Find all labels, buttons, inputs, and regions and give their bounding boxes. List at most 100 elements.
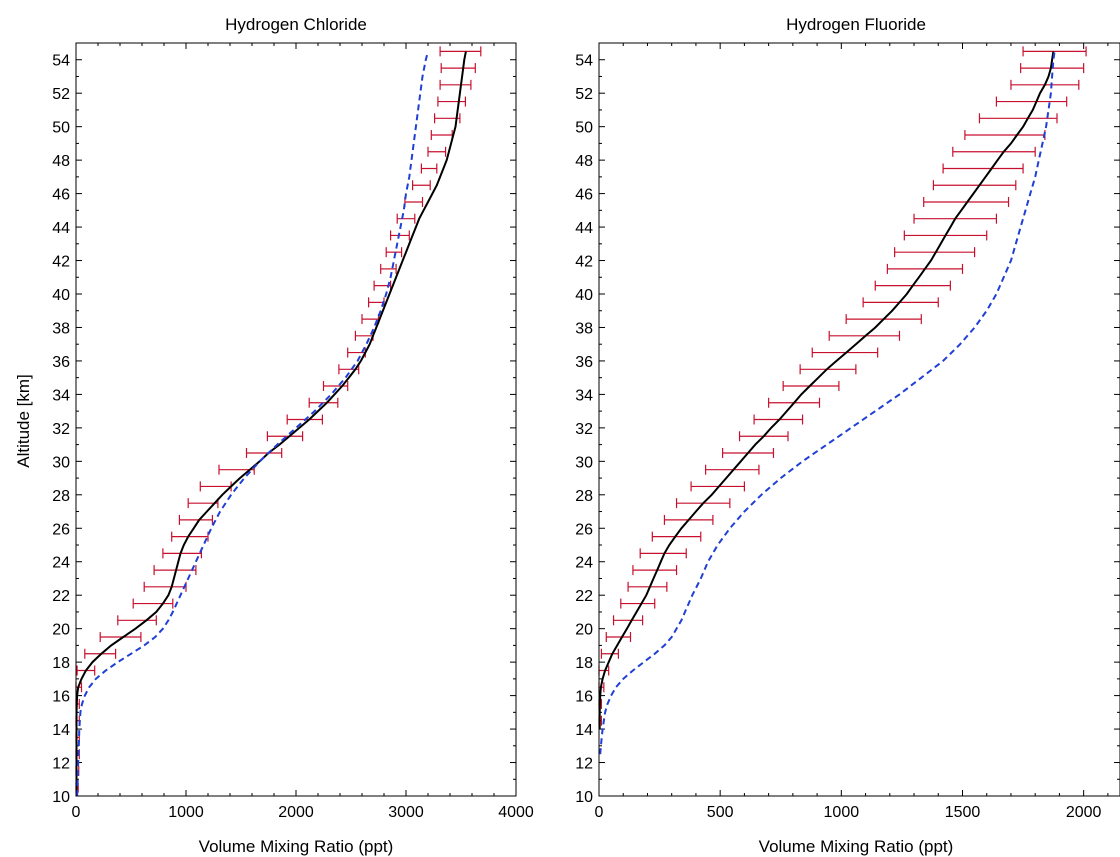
hf-error-bar [632,565,678,576]
hf-y-tick-label: 46 [575,187,593,204]
hcl-x-tick-label: 3000 [388,804,424,821]
hcl-y-tick-label: 10 [52,789,70,806]
hcl-error-bar [385,247,403,258]
hf-error-bar [639,548,687,559]
hf-error-bar [651,531,702,542]
hf-ticks: 10 12 14 16 18 20 22 24 26 28 30 32 34 36 38 40 42 44 46 48… [575,42,1120,821]
hf-panel: Hydrogen Fluoride Volume Mixing Ratio (p… [575,15,1120,856]
hcl-ticks: 10 12 14 16 18 20 22 24 26 28 30 32 34 36 38 40 42 44 46 48… [52,42,534,821]
hcl-x-tick-label: 4000 [498,804,534,821]
hcl-y-tick-label: 22 [52,588,70,605]
hcl-error-bar [420,163,438,174]
hf-chart-title: Hydrogen Fluoride [786,15,926,34]
hcl-y-tick-label: 44 [52,220,70,237]
hcl-panel: Hydrogen Chloride Volume Mixing Ratio (p… [14,15,534,856]
hcl-y-tick-label: 36 [52,354,70,371]
hcl-y-tick-label: 34 [52,387,70,404]
hf-error-bar [978,113,1058,124]
hcl-y-tick-label: 16 [52,689,70,706]
hf-plot-frame [598,42,1120,797]
hf-y-tick-label: 26 [575,521,593,538]
hcl-y-tick-label: 46 [52,187,70,204]
hf-x-tick-label: 500 [707,804,734,821]
hf-error-bar [605,632,632,643]
hf-y-tick-label: 20 [575,622,593,639]
hcl-error-bar [245,447,283,458]
hcl-error-bar [404,196,424,207]
hf-y-tick-label: 30 [575,454,593,471]
hcl-x-axis-label: Volume Mixing Ratio (ppt) [199,837,394,856]
hf-y-tick-label: 48 [575,153,593,170]
hf-error-bar [600,648,619,659]
hcl-error-bar [266,431,304,442]
hf-solid-series-line [598,51,1055,730]
hf-y-tick-label: 54 [575,53,593,70]
hf-x-axis-label: Volume Mixing Ratio (ppt) [759,837,954,856]
hcl-y-tick-label: 38 [52,320,70,337]
hf-dashed-series-line [599,51,1056,755]
hcl-error-bar [396,213,416,224]
hcl-error-bar [437,96,466,107]
hcl-y-tick-label: 52 [52,86,70,103]
hf-y-tick-label: 16 [575,689,593,706]
hcl-y-tick-label: 18 [52,655,70,672]
hf-error-bars [598,46,1087,726]
hcl-error-bar [380,263,397,274]
hf-y-tick-label: 22 [575,588,593,605]
hcl-error-bar [354,330,374,341]
hcl-y-tick-label: 50 [52,120,70,137]
hcl-solid-series-line [75,51,467,796]
hcl-error-bar [132,598,174,609]
hcl-plot-frame [75,42,517,797]
hcl-y-tick-label: 40 [52,287,70,304]
hf-y-tick-label: 10 [575,789,593,806]
hf-y-tick-label: 44 [575,220,593,237]
hf-y-tick-label: 42 [575,254,593,271]
hf-y-tick-label: 24 [575,555,593,572]
hcl-y-tick-label: 32 [52,421,70,438]
hf-error-bar [612,615,644,626]
hcl-error-bar [440,63,476,74]
hcl-y-tick-label: 24 [52,555,70,572]
hf-x-tick-label: 1000 [824,804,860,821]
hf-error-bar [942,163,1024,174]
hf-y-tick-label: 52 [575,86,593,103]
hcl-error-bar [117,615,157,626]
hf-x-tick-label: 1500 [945,804,981,821]
hcl-lines [75,51,467,797]
hcl-y-axis-label: Altitude [km] [14,374,33,468]
hcl-error-bar [308,397,339,408]
hcl-chart-title: Hydrogen Chloride [225,15,367,34]
hcl-error-bar [99,632,142,643]
hf-x-tick-label: 2000 [1066,804,1102,821]
hcl-error-bar [412,180,431,191]
hcl-y-tick-label: 12 [52,756,70,773]
hf-error-bar [894,247,976,258]
hcl-y-tick-label: 26 [52,521,70,538]
hf-y-tick-label: 18 [575,655,593,672]
hf-error-bar [952,146,1036,157]
hcl-y-tick-label: 20 [52,622,70,639]
hf-error-bar [964,130,1046,141]
hf-y-tick-label: 12 [575,756,593,773]
hcl-error-bar [178,514,213,525]
hcl-y-tick-label: 42 [52,254,70,271]
hcl-x-tick-label: 2000 [278,804,314,821]
hcl-y-tick-label: 48 [52,153,70,170]
hcl-x-tick-label: 1000 [168,804,204,821]
hf-error-bar [932,180,1017,191]
hcl-error-bar [390,230,410,241]
hf-y-tick-label: 38 [575,320,593,337]
hf-error-bar [627,581,668,592]
hf-error-bar [1022,46,1087,57]
hf-y-tick-label: 28 [575,488,593,505]
hcl-error-bars [75,46,482,793]
hf-lines [598,51,1056,755]
hcl-y-tick-label: 54 [52,53,70,70]
hcl-error-bar [153,565,197,576]
hcl-dashed-series-line [76,51,429,797]
hcl-error-bar [427,146,447,157]
hf-y-tick-label: 50 [575,120,593,137]
hf-y-tick-label: 36 [575,354,593,371]
